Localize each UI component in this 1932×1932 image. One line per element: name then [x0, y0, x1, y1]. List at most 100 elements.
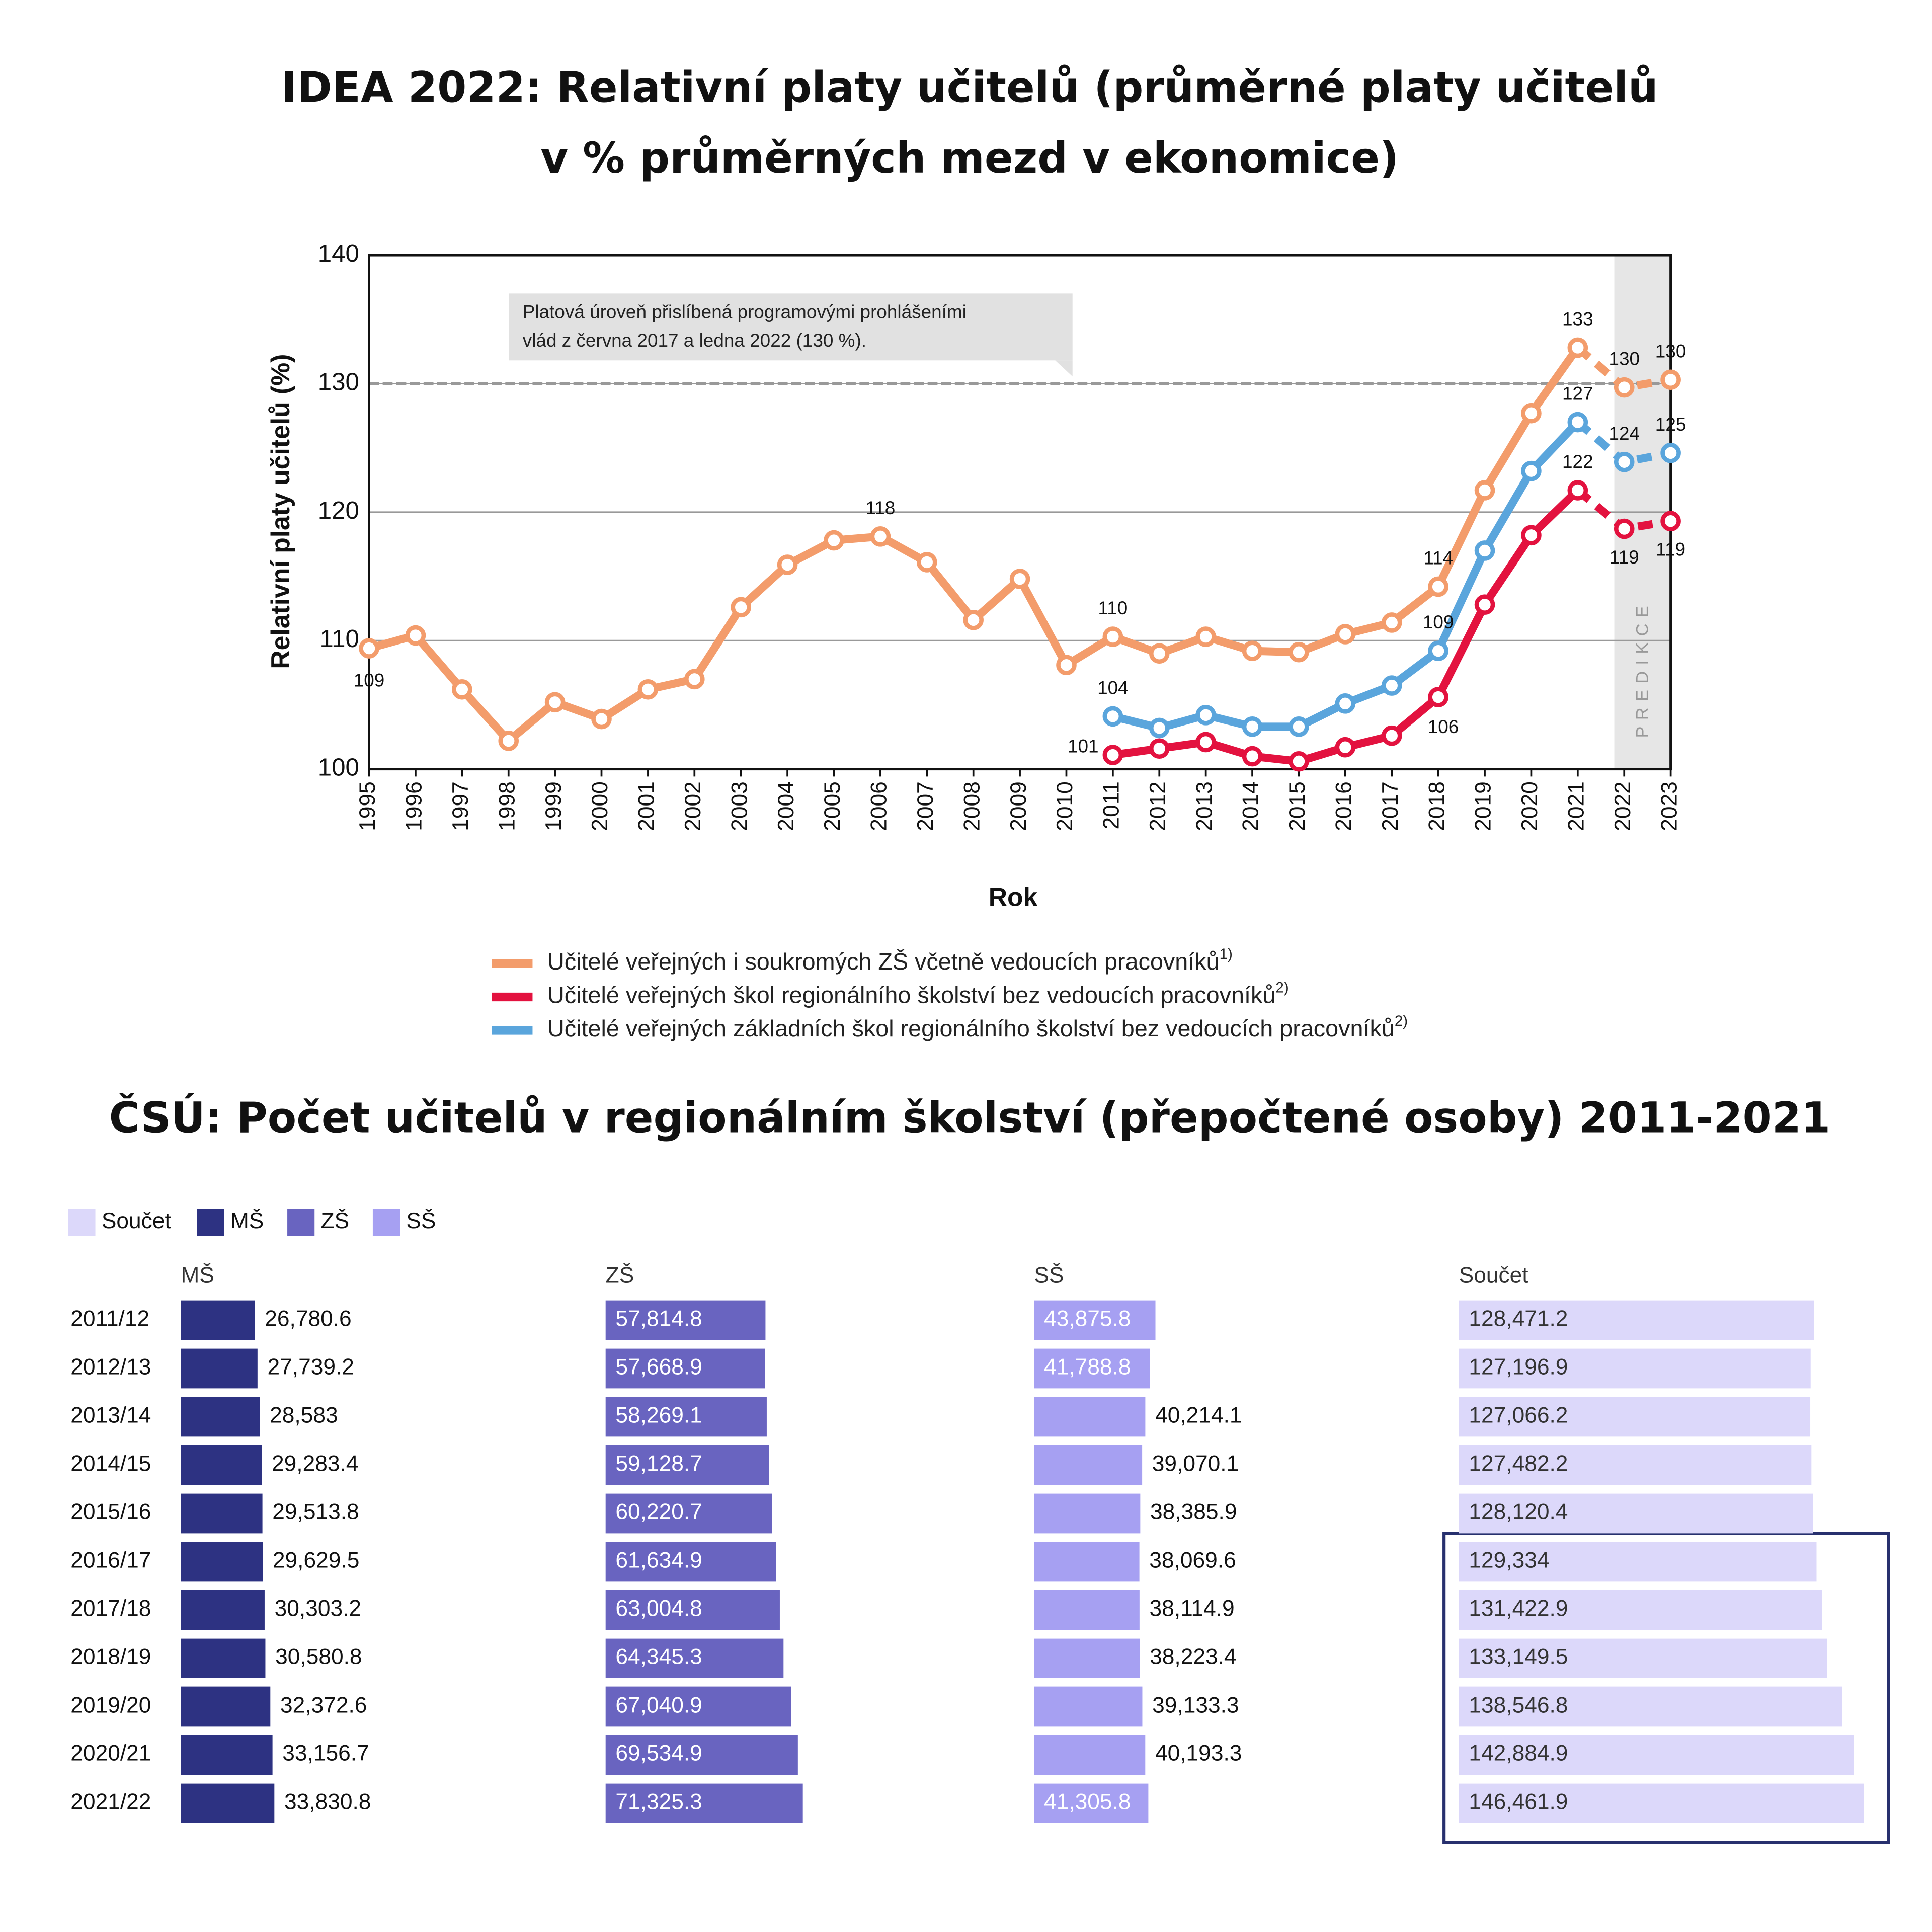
x-tick-label: 2008 — [959, 781, 984, 831]
bar — [181, 1638, 266, 1678]
point — [1614, 377, 1635, 398]
y-axis-label: Relativní platy učitelů (%) — [266, 354, 295, 669]
bar — [1034, 1686, 1143, 1727]
x-tick-label: 2015 — [1285, 781, 1310, 831]
data-label: 57,814.8 — [615, 1307, 702, 1331]
bar — [181, 1493, 263, 1534]
legend-swatch — [68, 1209, 96, 1236]
bar — [1034, 1590, 1140, 1630]
x-tick-label: 2014 — [1239, 781, 1263, 831]
point — [1242, 640, 1263, 661]
data-label: 122 — [1562, 451, 1593, 472]
point — [1149, 643, 1170, 664]
x-tick-label: 2010 — [1053, 781, 1077, 831]
chart-title: v % průměrných mezd v ekonomice) — [541, 133, 1399, 183]
point — [1521, 525, 1542, 546]
data-label: 109 — [354, 670, 385, 691]
x-tick-label: 2016 — [1332, 781, 1356, 831]
legend-note: 2) — [1395, 1013, 1408, 1029]
data-label: 39,070.1 — [1152, 1452, 1239, 1476]
category-label: 2011/12 — [70, 1307, 149, 1331]
point — [1614, 518, 1635, 539]
data-label: 63,004.8 — [615, 1596, 702, 1621]
point — [1056, 655, 1077, 676]
data-label: 138,546.8 — [1469, 1693, 1568, 1718]
point — [731, 597, 752, 618]
x-tick-label: 1996 — [402, 781, 427, 831]
x-tick-label: 2004 — [774, 781, 798, 831]
x-tick-label: 1999 — [541, 781, 566, 831]
data-label: 128,471.2 — [1469, 1307, 1568, 1331]
data-label: 58,269.1 — [615, 1403, 702, 1428]
y-tick-label: 120 — [318, 497, 359, 524]
point — [1335, 624, 1356, 645]
x-tick-label: 2023 — [1657, 781, 1681, 831]
bar — [181, 1542, 263, 1582]
data-label: 106 — [1428, 716, 1459, 737]
data-label: 127,066.2 — [1469, 1403, 1568, 1428]
data-label: 33,156.7 — [282, 1741, 369, 1766]
x-tick-label: 2020 — [1517, 781, 1542, 831]
x-tick-label: 2022 — [1611, 781, 1635, 831]
category-label: 2020/21 — [70, 1741, 151, 1766]
bar — [1034, 1300, 1156, 1340]
bar — [1034, 1445, 1143, 1485]
point — [1242, 716, 1263, 737]
bar — [1459, 1542, 1817, 1582]
x-tick-label: 2006 — [867, 781, 892, 831]
legend-name: Učitelé veřejných základních škol region… — [547, 1015, 1395, 1041]
data-label: 119 — [1656, 539, 1685, 560]
data-label: 128,120.4 — [1469, 1500, 1568, 1524]
legend-swatch — [197, 1209, 224, 1236]
y-tick-label: 130 — [318, 368, 359, 395]
data-label: 30,303.2 — [275, 1596, 361, 1621]
x-tick-label: 2019 — [1471, 781, 1496, 831]
point — [916, 552, 937, 573]
data-label: 119 — [1609, 547, 1639, 568]
x-tick-label: 2002 — [681, 781, 705, 831]
bar — [1459, 1686, 1842, 1727]
data-label: 29,283.4 — [272, 1452, 358, 1476]
data-label: 61,634.9 — [615, 1548, 702, 1573]
point — [1102, 626, 1123, 647]
point — [591, 708, 612, 730]
point — [963, 610, 984, 630]
point — [1149, 717, 1170, 739]
data-label: 59,128.7 — [615, 1452, 702, 1476]
bar — [605, 1686, 791, 1727]
annotation-text: vlád z června 2017 a ledna 2022 (130 %). — [523, 330, 866, 351]
annotation-pointer — [1055, 360, 1073, 377]
data-label: 29,629.5 — [273, 1548, 359, 1573]
data-label: 118 — [865, 498, 895, 518]
bar — [605, 1397, 767, 1437]
legend-swatch — [287, 1209, 315, 1236]
bar — [181, 1348, 258, 1389]
data-label: 69,534.9 — [615, 1741, 702, 1766]
data-label: 101 — [1068, 736, 1099, 757]
point — [1567, 480, 1588, 501]
bar — [1034, 1397, 1146, 1437]
bar — [605, 1638, 784, 1678]
point — [1428, 640, 1448, 661]
x-tick-label: 2009 — [1006, 781, 1031, 831]
data-label: 43,875.8 — [1044, 1307, 1131, 1331]
point — [1474, 480, 1495, 501]
point — [870, 526, 891, 547]
legend-label: ZŠ — [321, 1208, 350, 1233]
point — [1009, 569, 1030, 589]
data-label: 125 — [1655, 414, 1686, 435]
point — [777, 554, 798, 575]
point — [1335, 737, 1356, 758]
bar — [1459, 1348, 1811, 1389]
legend-label: SŠ — [406, 1208, 436, 1233]
point — [1428, 687, 1448, 707]
point — [544, 692, 566, 713]
data-label: 39,133.3 — [1152, 1693, 1239, 1718]
x-tick-label: 2001 — [634, 781, 659, 831]
chart-title: IDEA 2022: Relativní platy učitelů (prům… — [281, 63, 1658, 112]
x-tick-label: 2000 — [588, 781, 612, 831]
legend-label: Učitelé veřejných škol regionálního škol… — [547, 979, 1289, 1008]
legend-note: 2) — [1275, 979, 1289, 996]
bar — [605, 1348, 765, 1389]
